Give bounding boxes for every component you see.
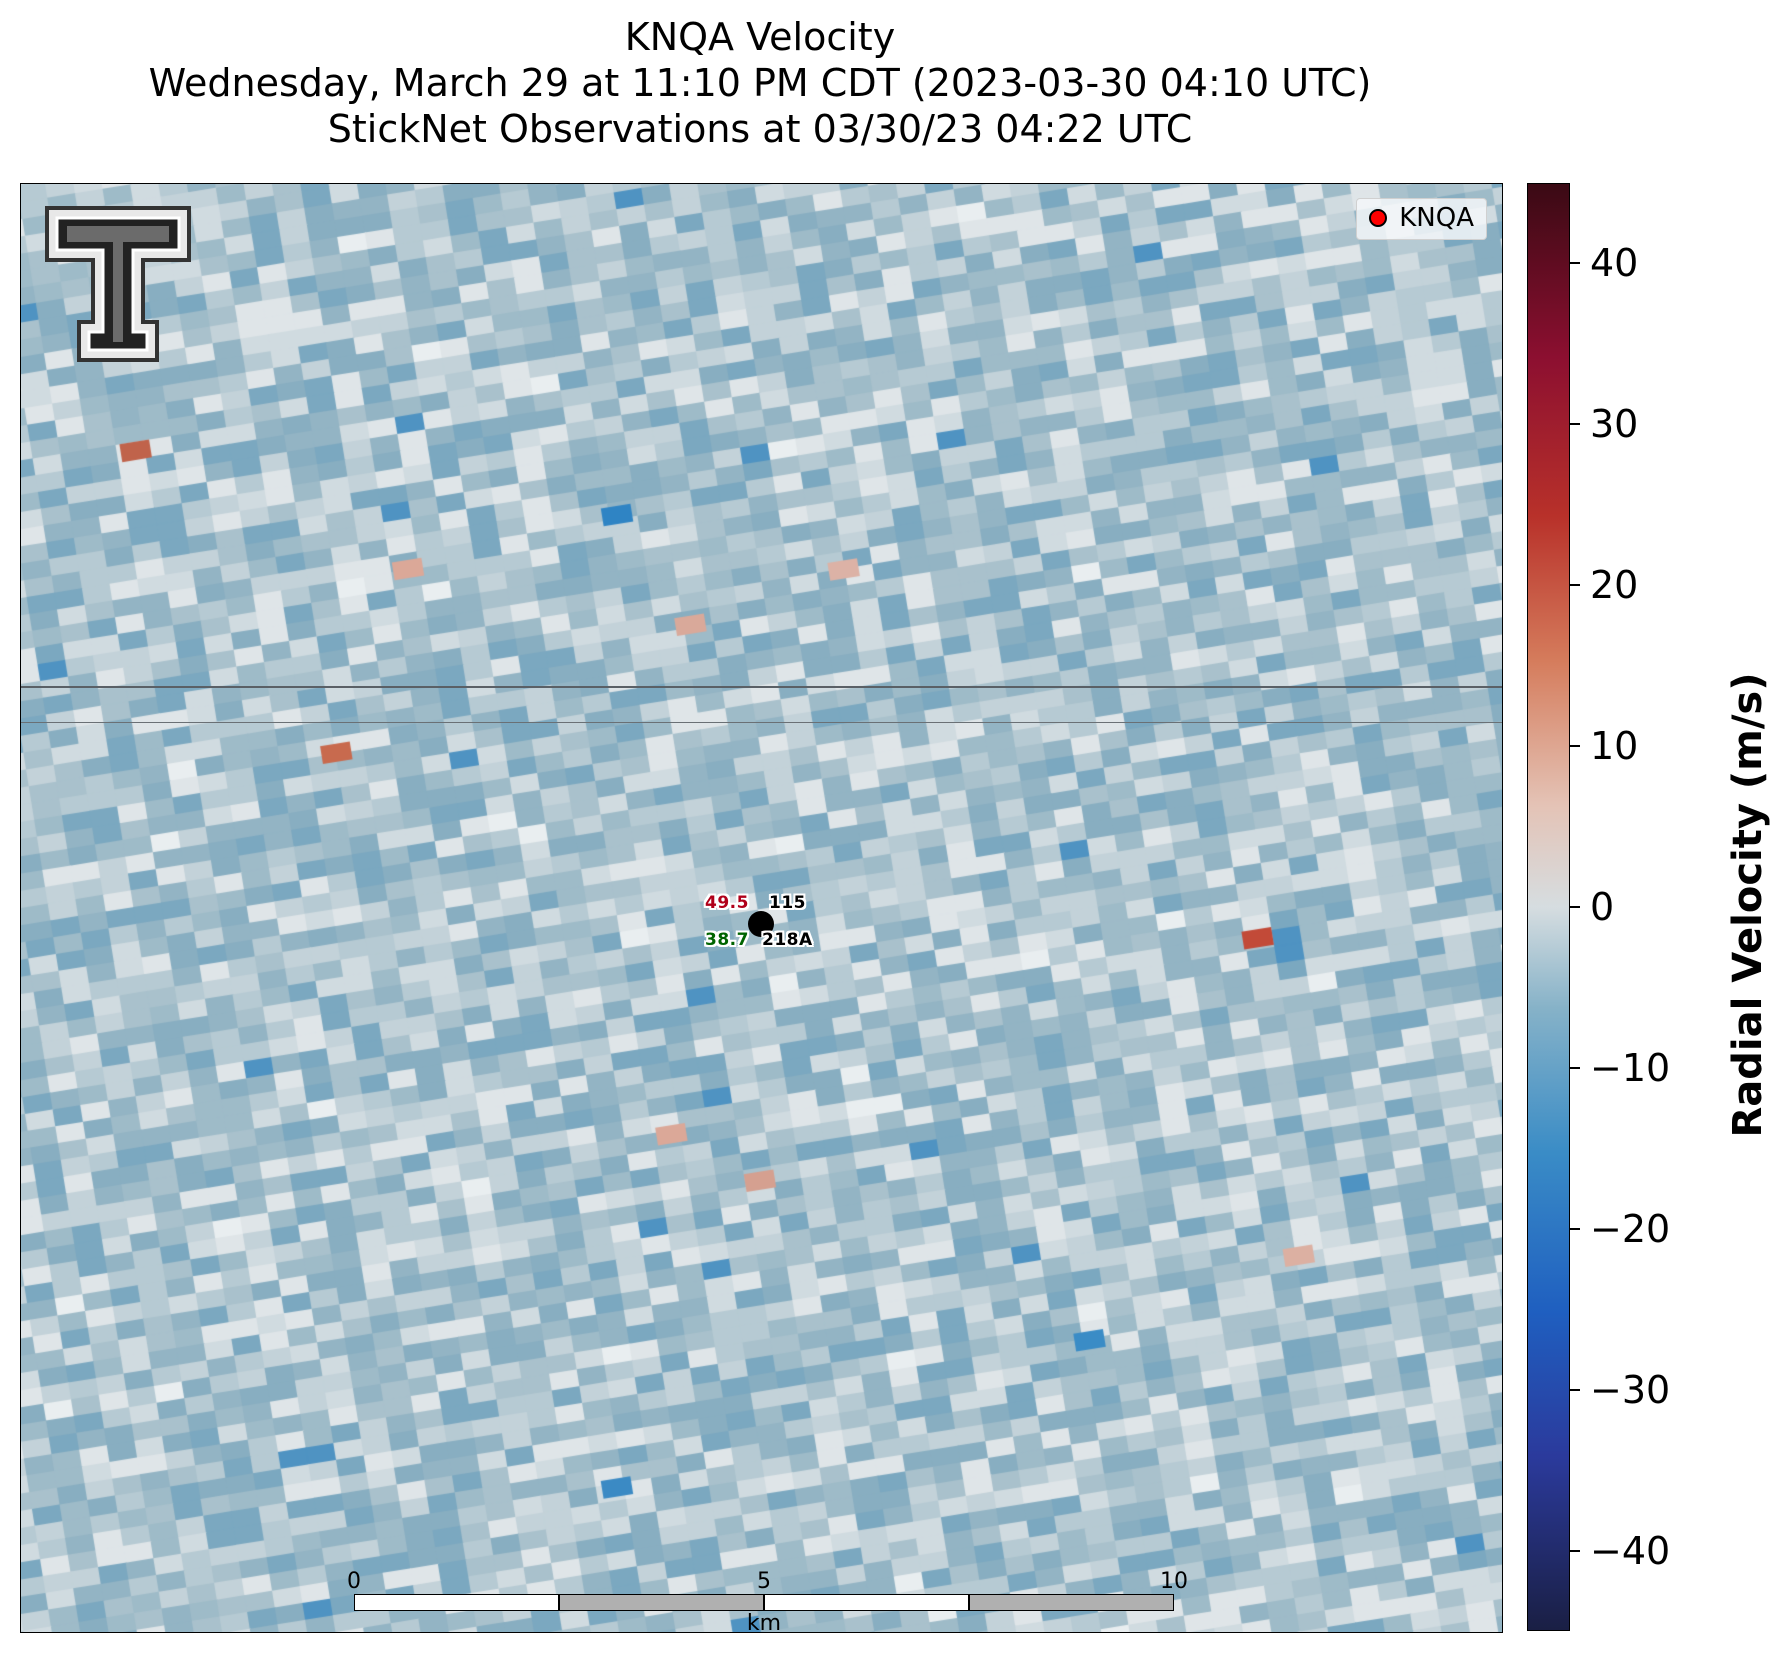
colorbar-tick-mark: [1570, 745, 1580, 748]
sticknet-station-marker[interactable]: [748, 911, 774, 937]
scale-bar: 0 5 10 km: [347, 1569, 1188, 1632]
figure-title: KNQA Velocity Wednesday, March 29 at 11:…: [0, 14, 1520, 152]
colorbar-tick-label: 20: [1590, 563, 1639, 608]
station-dewpoint: 38.7: [705, 930, 749, 950]
colorbar-tick-mark: [1570, 262, 1580, 265]
county-boundary-line: [21, 686, 1502, 688]
scale-label-10: 10: [1160, 1569, 1188, 1594]
colorbar-tick-mark: [1570, 906, 1580, 908]
velocity-colorbar: [1527, 183, 1570, 1631]
title-line-time: Wednesday, March 29 at 11:10 PM CDT (202…: [148, 61, 1372, 105]
map-legend: KNQA: [1356, 198, 1487, 240]
station-temperature: 49.5: [705, 893, 749, 913]
scale-bar-segment: [969, 1594, 1174, 1611]
legend-label: KNQA: [1399, 203, 1474, 233]
colorbar-tick-mark: [1570, 423, 1580, 426]
colorbar-tick-label: −10: [1590, 1045, 1671, 1090]
colorbar-tick-label: −20: [1590, 1206, 1671, 1251]
radar-site-marker-icon: [1369, 209, 1388, 227]
colorbar-tick-mark: [1570, 1388, 1580, 1391]
title-line-observations: StickNet Observations at 03/30/23 04:22 …: [327, 107, 1193, 151]
scale-label-0: 0: [347, 1569, 361, 1594]
scale-label-5: 5: [757, 1569, 771, 1594]
colorbar-tick-mark: [1570, 1549, 1580, 1552]
scale-bar-segment: [559, 1594, 764, 1611]
colorbar-tick-label: 30: [1590, 402, 1639, 447]
station-id-primary: 115: [769, 893, 806, 913]
colorbar-tick-label: 40: [1590, 241, 1639, 286]
scale-bar-segment: [764, 1594, 969, 1611]
colorbar-tick-mark: [1570, 584, 1580, 587]
colorbar-tick-label: 10: [1590, 724, 1639, 769]
colorbar-title: Radial Velocity (m/s): [1725, 672, 1771, 1138]
radar-map[interactable]: KNQA 49.5 115 38.7 218A 0 5 10 km: [20, 183, 1503, 1633]
county-boundary-line-secondary: [21, 722, 1502, 723]
colorbar-tick-label: 0: [1590, 885, 1615, 929]
colorbar-tick-mark: [1570, 1066, 1580, 1069]
texas-tech-logo-icon: [45, 206, 191, 362]
scale-bar-segment: [354, 1594, 559, 1611]
scale-unit: km: [746, 1611, 782, 1633]
title-line-radar: KNQA Velocity: [624, 15, 896, 59]
colorbar-tick-mark: [1570, 1227, 1580, 1230]
colorbar-tick-label: −40: [1590, 1528, 1671, 1573]
velocity-field: [21, 184, 1502, 1632]
station-id-secondary: 218A: [762, 930, 813, 950]
scale-bar-midtick: [763, 1594, 765, 1611]
colorbar-tick-label: −30: [1590, 1367, 1671, 1412]
